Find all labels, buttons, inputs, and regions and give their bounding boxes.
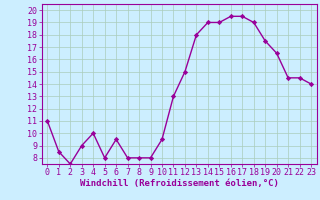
X-axis label: Windchill (Refroidissement éolien,°C): Windchill (Refroidissement éolien,°C)	[80, 179, 279, 188]
